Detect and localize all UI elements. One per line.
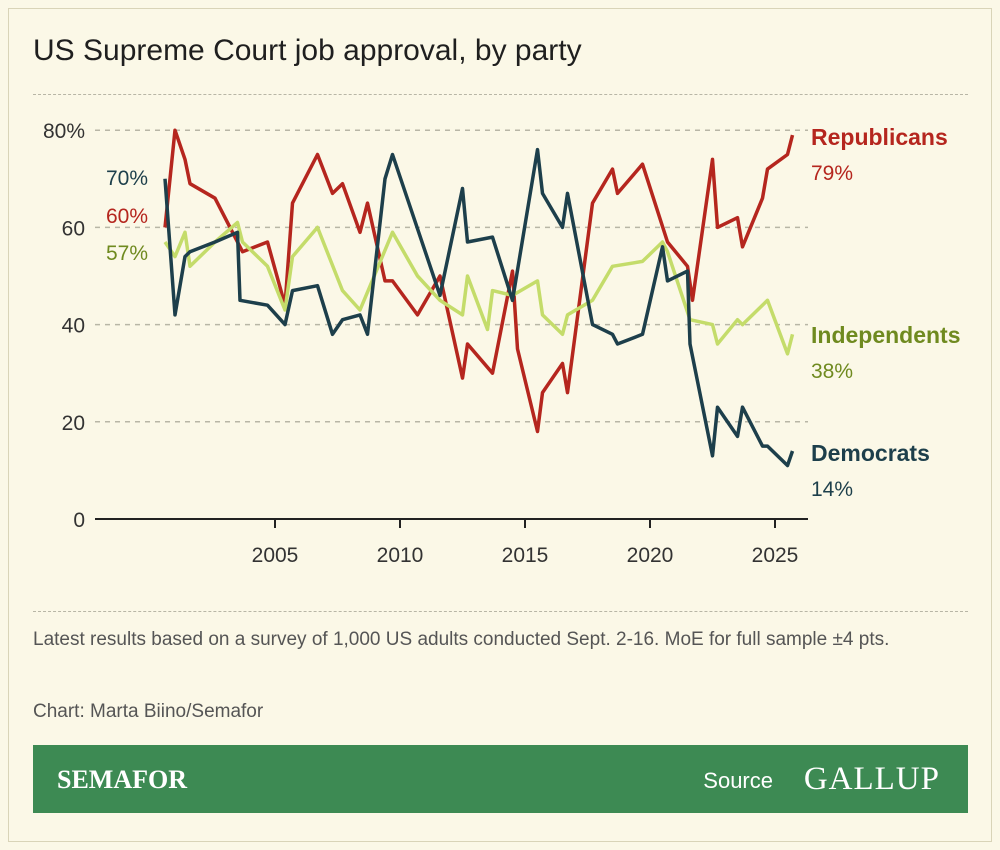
chart-credit: Chart: Marta Biino/Semafor [33,701,264,722]
x-tick-label: 2015 [502,544,549,567]
series-line-independents [163,220,795,356]
card-border [8,8,992,842]
x-tick-label: 2025 [752,544,799,567]
x-tick-label: 2020 [627,544,674,567]
chart-title: US Supreme Court job approval, by party [33,34,582,67]
x-tick-label: 2005 [252,544,299,567]
notes-divider [33,611,968,612]
legend-label-republicans: Republicans [811,124,948,150]
line-chart: 0 20 40 60 80% 2005 2010 2015 2020 2025 Republican… [43,120,961,567]
gallup-logo: GALLUP [803,761,940,797]
series-line-republicans [163,128,795,434]
end-value-label-republicans: 79% [811,162,853,185]
y-tick-label: 0 [73,509,85,532]
semafor-logo: SEMAFOR [57,765,187,794]
legend-label-independents: Independents [811,322,961,348]
series-line-democrats [163,147,795,468]
chart-notes: Latest results based on a survey of 1,00… [33,629,890,650]
legend-label-democrats: Democrats [811,440,930,466]
start-value-label-independents: 57% [106,242,148,265]
y-tick-label: 60 [62,217,85,240]
x-tick-label: 2010 [377,544,424,567]
source-label: Source [703,768,773,793]
title-divider [33,94,968,95]
y-tick-label: 80% [43,120,85,143]
y-tick-label: 40 [62,315,85,338]
start-value-label-republicans: 60% [106,205,148,228]
end-value-label-independents: 38% [811,360,853,383]
end-value-label-democrats: 14% [811,478,853,501]
start-value-label-democrats: 70% [106,167,148,190]
footer-band: SEMAFOR Source GALLUP [33,745,968,813]
y-tick-label: 20 [62,412,85,435]
